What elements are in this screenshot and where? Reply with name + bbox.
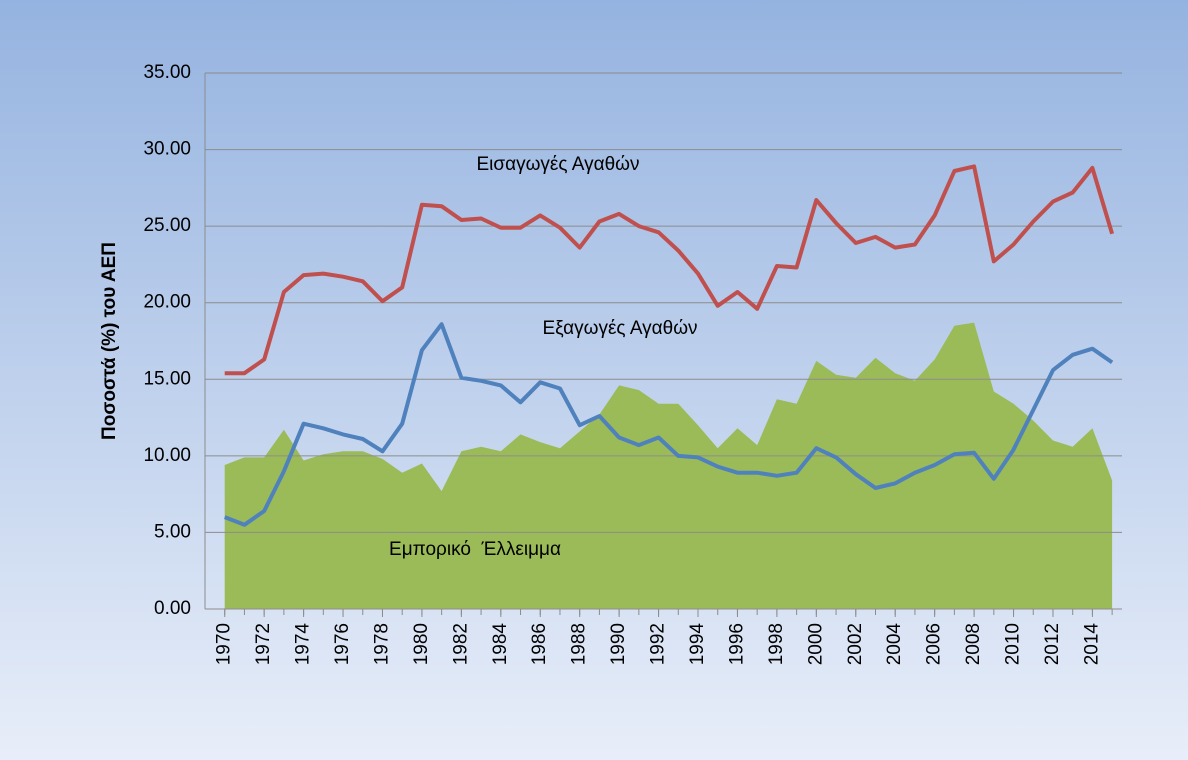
- x-tick-label: 1990: [608, 623, 629, 665]
- y-tick-label: 15.00: [143, 368, 191, 389]
- x-tick-label: 1998: [766, 623, 787, 665]
- y-tick-label: 25.00: [143, 215, 191, 236]
- y-axis-label: Ποσοστά (%) του ΑΕΠ: [99, 242, 120, 440]
- x-tick-label: 2004: [884, 623, 905, 666]
- x-tick-label: 2010: [1003, 623, 1024, 665]
- line: [224, 164, 1115, 376]
- y-tick-label: 20.00: [143, 292, 191, 313]
- y-tick-label: 30.00: [143, 139, 191, 160]
- x-tick-label: 2014: [1081, 623, 1102, 666]
- series-label: Εξαγωγές Αγαθών: [542, 318, 697, 339]
- x-tick-label: 1980: [411, 623, 432, 665]
- x-tick-label: 1978: [372, 623, 393, 665]
- x-tick-label: 1982: [450, 623, 471, 665]
- area: [224, 322, 1113, 609]
- x-tick-label: 1988: [569, 623, 590, 665]
- y-tick-label: 5.00: [154, 521, 191, 542]
- y-tick-label: 35.00: [143, 62, 191, 83]
- x-tick-label: 1970: [214, 623, 235, 665]
- x-tick-label: 1984: [490, 623, 511, 666]
- x-tick-label: 2002: [845, 623, 866, 665]
- x-tick-label: 1996: [727, 623, 748, 665]
- x-tick-label: 1974: [293, 623, 314, 666]
- line: [223, 322, 1114, 527]
- x-tick-label: 2008: [963, 623, 984, 665]
- x-tick-label: 2012: [1042, 623, 1063, 665]
- x-tick-label: 2006: [924, 623, 945, 665]
- x-tick-label: 1972: [253, 623, 274, 665]
- series-label: Εισαγωγές Αγαθών: [476, 154, 639, 175]
- series-label: Εμπορικό Έλλειμμα: [389, 539, 561, 560]
- x-tick-label: 1976: [332, 623, 353, 665]
- x-tick-label: 1992: [648, 623, 669, 665]
- x-tick-label: 1986: [529, 623, 550, 665]
- x-tick-label: 1994: [687, 623, 708, 666]
- y-tick-label: 0.00: [154, 598, 191, 619]
- y-tick-label: 10.00: [143, 445, 191, 466]
- x-tick-label: 2000: [805, 623, 826, 665]
